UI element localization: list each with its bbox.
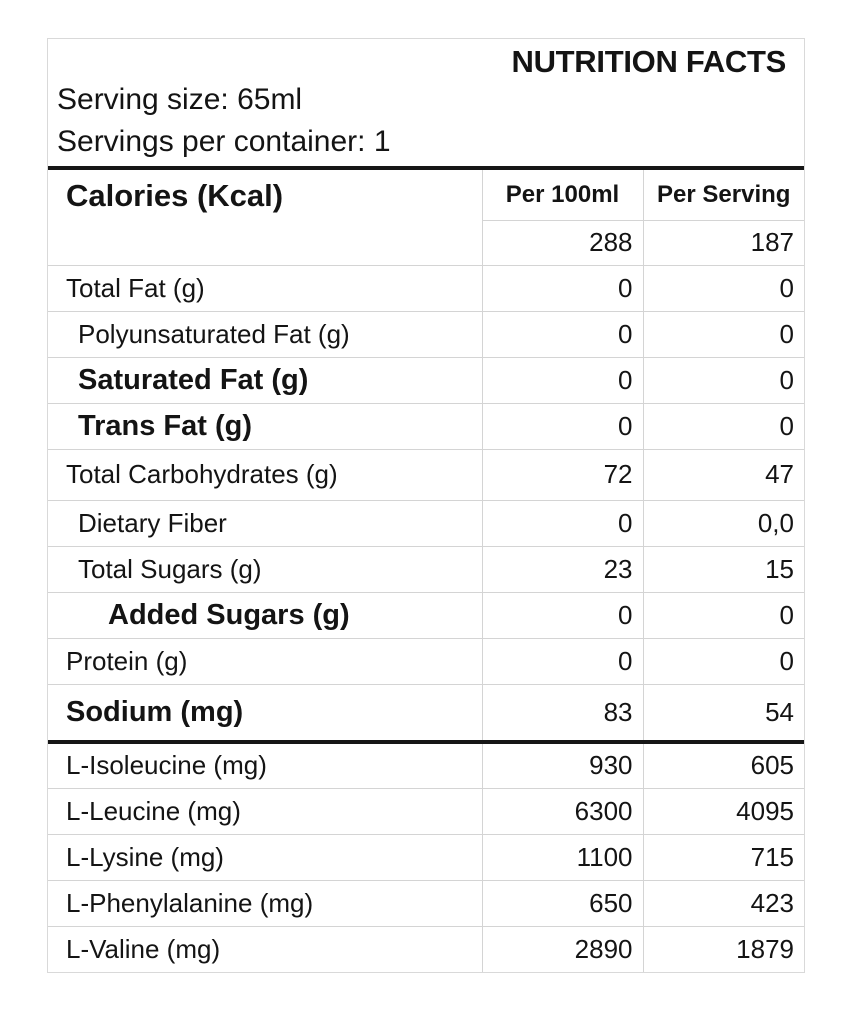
- calories-values-row: 288 187: [48, 220, 804, 265]
- row-label: Saturated Fat (g): [78, 363, 309, 396]
- table-row: Total Sugars (g) 23 15: [48, 546, 804, 592]
- row-label: Sodium (mg): [66, 695, 244, 728]
- value-per-serving: 423: [642, 880, 804, 926]
- row-label: Total Fat (g): [66, 272, 205, 303]
- table-row: L-Isoleucine (mg) 930 605: [48, 742, 804, 788]
- value-per-100ml: 0: [481, 638, 643, 684]
- value-per-100ml: 2890: [481, 926, 643, 972]
- value-per-serving: 54: [642, 684, 804, 742]
- calories-value-per-serving: 187: [642, 220, 804, 265]
- table-row: Protein (g) 0 0: [48, 638, 804, 684]
- value-per-100ml: 0: [481, 265, 643, 311]
- table-row: Added Sugars (g) 0 0: [48, 592, 804, 638]
- table-row: Total Fat (g) 0 0: [48, 265, 804, 311]
- value-per-100ml: 0: [481, 357, 643, 403]
- value-per-100ml: 0: [481, 403, 643, 449]
- value-per-serving: 0,0: [642, 500, 804, 546]
- column-header-per-serving: Per Serving: [642, 170, 804, 221]
- row-label: Protein (g): [66, 645, 188, 676]
- value-per-serving: 0: [642, 638, 804, 684]
- row-label: Added Sugars (g): [108, 598, 350, 631]
- table-row: Saturated Fat (g) 0 0: [48, 357, 804, 403]
- value-per-serving: 0: [642, 403, 804, 449]
- value-per-100ml: 0: [481, 311, 643, 357]
- servings-per-container-text: Servings per container: 1: [57, 125, 391, 158]
- row-label: L-Valine (mg): [66, 933, 221, 964]
- calories-row-label: Calories (Kcal): [66, 178, 284, 213]
- value-per-100ml: 0: [481, 500, 643, 546]
- value-per-100ml: 0: [481, 592, 643, 638]
- value-per-100ml: 930: [481, 742, 643, 788]
- value-per-serving: 0: [642, 265, 804, 311]
- table-row: Total Carbohydrates (g) 72 47: [48, 449, 804, 500]
- value-per-serving: 605: [642, 742, 804, 788]
- value-per-serving: 0: [642, 311, 804, 357]
- value-per-serving: 0: [642, 357, 804, 403]
- value-per-serving: 47: [642, 449, 804, 500]
- table-row: Dietary Fiber 0 0,0: [48, 500, 804, 546]
- row-label: Polyunsaturated Fat (g): [78, 318, 350, 349]
- table-row: Sodium (mg) 83 54: [48, 684, 804, 742]
- value-per-serving: 1879: [642, 926, 804, 972]
- row-label: Total Sugars (g): [78, 553, 262, 584]
- table-row: L-Phenylalanine (mg) 650 423: [48, 880, 804, 926]
- value-per-serving: 15: [642, 546, 804, 592]
- row-label: L-Lysine (mg): [66, 841, 224, 872]
- row-label: Trans Fat (g): [78, 409, 253, 442]
- table-row: L-Leucine (mg) 6300 4095: [48, 788, 804, 834]
- row-label: L-Leucine (mg): [66, 795, 241, 826]
- value-per-100ml: 1100: [481, 834, 643, 880]
- value-per-100ml: 23: [481, 546, 643, 592]
- row-label: L-Isoleucine (mg): [66, 750, 267, 781]
- serving-size-text: Serving size: 65ml: [57, 83, 303, 116]
- nutrition-table-body: Calories (Kcal) Per 100ml Per Serving 28…: [48, 170, 804, 972]
- table-row: Polyunsaturated Fat (g) 0 0: [48, 311, 804, 357]
- card-header: NUTRITION FACTS Serving size: 65ml Servi…: [48, 39, 804, 170]
- table-row: Trans Fat (g) 0 0: [48, 403, 804, 449]
- calories-header-row: Calories (Kcal) Per 100ml Per Serving: [48, 170, 804, 221]
- value-per-100ml: 6300: [481, 788, 643, 834]
- value-per-serving: 4095: [642, 788, 804, 834]
- nutrition-facts-card: NUTRITION FACTS Serving size: 65ml Servi…: [47, 38, 805, 973]
- row-label: L-Phenylalanine (mg): [66, 887, 314, 918]
- column-header-per-100ml: Per 100ml: [481, 170, 643, 221]
- calories-value-per-100ml: 288: [481, 220, 643, 265]
- table-row: L-Valine (mg) 2890 1879: [48, 926, 804, 972]
- value-per-100ml: 83: [481, 684, 643, 742]
- table-row: L-Lysine (mg) 1100 715: [48, 834, 804, 880]
- nutrition-facts-title: NUTRITION FACTS: [511, 44, 787, 79]
- value-per-serving: 0: [642, 592, 804, 638]
- value-per-100ml: 72: [481, 449, 643, 500]
- row-label: Dietary Fiber: [78, 507, 227, 538]
- value-per-serving: 715: [642, 834, 804, 880]
- row-label: Total Carbohydrates (g): [66, 459, 338, 489]
- nutrition-table: Calories (Kcal) Per 100ml Per Serving 28…: [48, 170, 804, 972]
- value-per-100ml: 650: [481, 880, 643, 926]
